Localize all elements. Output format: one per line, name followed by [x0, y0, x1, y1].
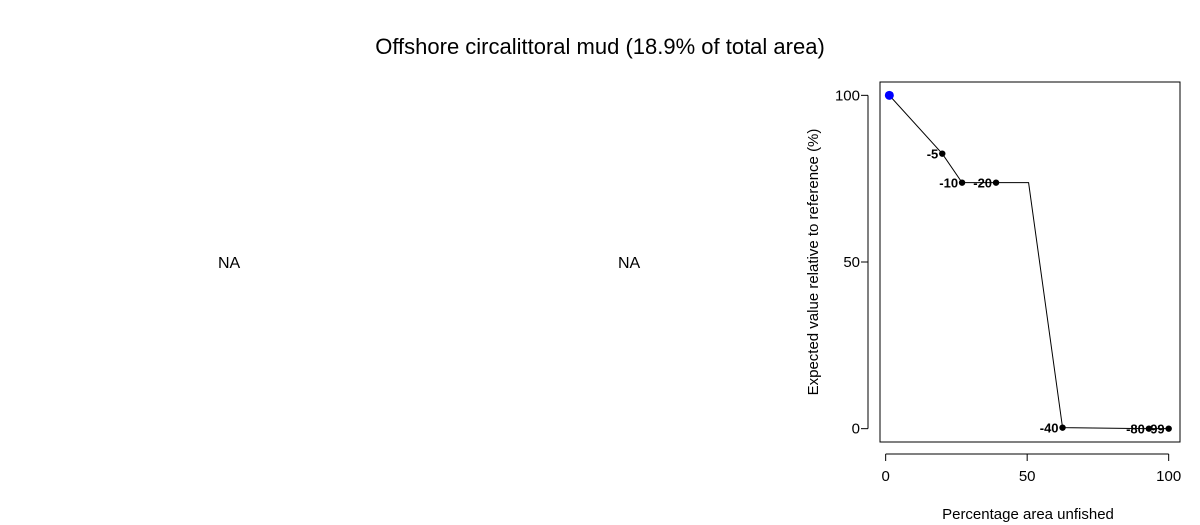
- data-point: [1165, 425, 1172, 432]
- chart-title: Offshore circalittoral mud (18.9% of tot…: [375, 34, 825, 59]
- panel-middle-na: NA: [618, 255, 641, 272]
- data-point-label: -40: [1040, 421, 1059, 436]
- x-tick-label: 50: [1019, 468, 1036, 485]
- x-tick-label: 100: [1156, 468, 1181, 485]
- data-point-label: -80: [1126, 422, 1145, 437]
- series: -5-10 -20 -40 -80 -99: [884, 90, 1172, 437]
- reference-point: [884, 90, 894, 100]
- panel-left-na: NA: [218, 255, 241, 272]
- data-point-label: -20: [973, 176, 992, 191]
- data-point: [958, 179, 966, 186]
- y-tick-label: 100: [835, 87, 860, 104]
- x-axis-label: Percentage area unfished: [942, 506, 1114, 523]
- series-line: [888, 94, 1169, 430]
- y-tick-label: 50: [843, 254, 860, 271]
- y-axis-label: Expected value relative to reference (%): [805, 129, 822, 396]
- data-point-label: -10: [939, 176, 958, 191]
- x-tick-label: 0: [881, 468, 889, 485]
- data-point: [1145, 425, 1153, 432]
- plot-frame: [879, 81, 1181, 443]
- data-point: [1059, 424, 1066, 431]
- data-point: [992, 179, 1000, 186]
- data-point: [939, 150, 946, 157]
- axes: 0 50 100 0 50 100: [835, 87, 1181, 485]
- data-point-label: -99: [1146, 422, 1165, 437]
- data-point-label: -5: [927, 147, 939, 162]
- y-tick-label: 0: [852, 421, 860, 438]
